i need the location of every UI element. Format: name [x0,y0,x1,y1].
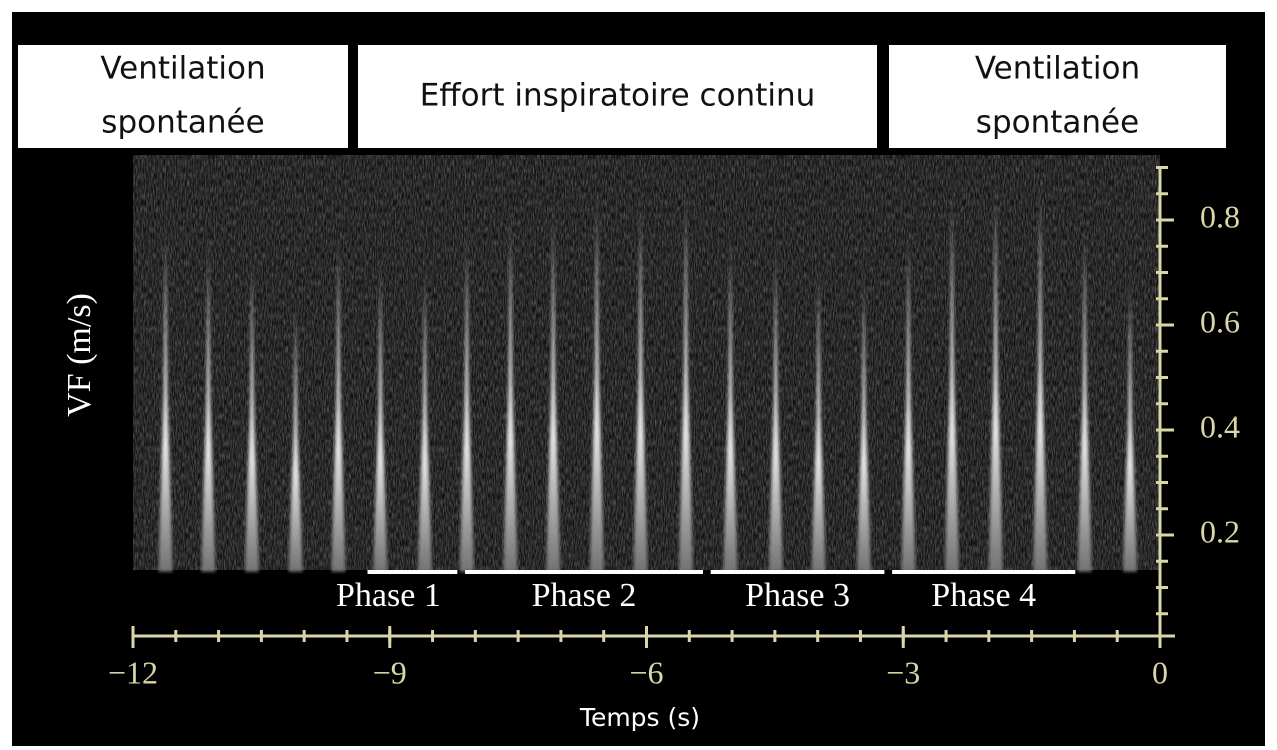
header-text: Ventilation [975,51,1140,87]
x-tick-label: 0 [1152,654,1168,690]
velocity-spike [373,251,388,572]
velocity-spike [589,178,604,572]
y-tick-label: 0.8 [1200,198,1240,234]
velocity-spike [546,193,561,572]
phase-label: Phase 1 [336,577,441,614]
velocity-spike [331,225,346,572]
header-text: spontanée [101,105,264,141]
velocity-spike [856,262,871,572]
velocity-spike [158,214,173,572]
velocity-spike [201,230,216,572]
velocity-spike [1123,267,1138,572]
velocity-spike [633,183,648,572]
velocity-spike [901,220,916,572]
header-box [358,45,877,148]
velocity-spike [288,293,303,572]
phase-label: Phase 3 [745,577,850,614]
x-tick-label: −6 [629,654,663,690]
y-tick-label: 0.6 [1200,303,1240,339]
velocity-spike [417,256,432,572]
velocity-spike [1077,214,1092,572]
header-text: spontanée [976,105,1139,141]
y-tick-label: 0.4 [1200,408,1240,444]
header-text: Ventilation [100,51,265,87]
velocity-spike [244,246,259,572]
x-tick-label: −9 [373,654,407,690]
velocity-spike [988,167,1003,572]
phase-label: Phase 2 [532,577,637,614]
header-box [889,45,1226,148]
header-text: Effort inspiratoire continu [420,78,816,114]
velocity-spike [945,178,960,572]
x-label-box [557,688,793,746]
x-tick-label: −3 [886,654,920,690]
velocity-spike [723,225,738,572]
velocity-spike [1033,167,1048,572]
x-axis-label: Temps (s) [579,703,700,732]
header-box [18,45,348,148]
y-tick-label: 0.2 [1200,513,1240,549]
velocity-spike [811,256,826,572]
phase-label: Phase 4 [931,577,1036,614]
velocity-spike [768,235,783,572]
velocity-spike [503,199,518,572]
spectrum-noise [133,155,1160,570]
velocity-spike [678,178,693,572]
velocity-spike [459,220,474,572]
y-axis-label: VF (m/s) [61,293,98,417]
x-tick-label: −12 [108,654,158,690]
